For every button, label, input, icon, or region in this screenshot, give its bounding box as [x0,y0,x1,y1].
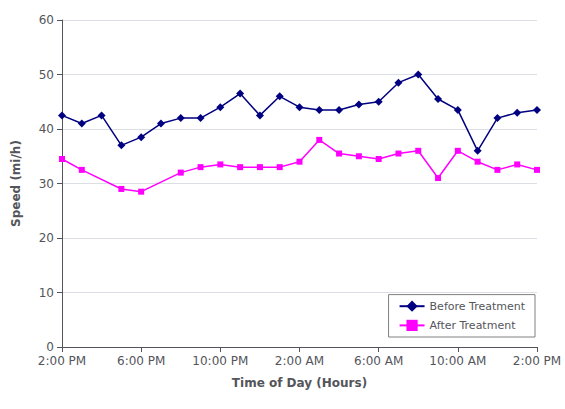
svg-text:50: 50 [39,68,54,82]
svg-text:40: 40 [39,122,54,136]
svg-text:6:00 PM: 6:00 PM [117,354,165,368]
svg-text:10:00 PM: 10:00 PM [192,354,248,368]
svg-text:Before Treatment: Before Treatment [430,300,526,313]
svg-text:20: 20 [39,231,54,245]
svg-text:30: 30 [39,177,54,191]
svg-text:Speed (mi/h): Speed (mi/h) [9,140,23,227]
svg-text:2:00 PM: 2:00 PM [513,354,561,368]
svg-text:2:00 AM: 2:00 AM [275,354,324,368]
svg-text:10:00 AM: 10:00 AM [429,354,486,368]
svg-text:After Treatment: After Treatment [430,319,517,332]
svg-text:Time of Day (Hours): Time of Day (Hours) [232,376,367,390]
svg-text:60: 60 [39,13,54,27]
svg-text:0: 0 [46,340,54,354]
svg-text:6:00 AM: 6:00 AM [354,354,403,368]
svg-text:10: 10 [39,286,54,300]
svg-text:2:00 PM: 2:00 PM [38,354,86,368]
